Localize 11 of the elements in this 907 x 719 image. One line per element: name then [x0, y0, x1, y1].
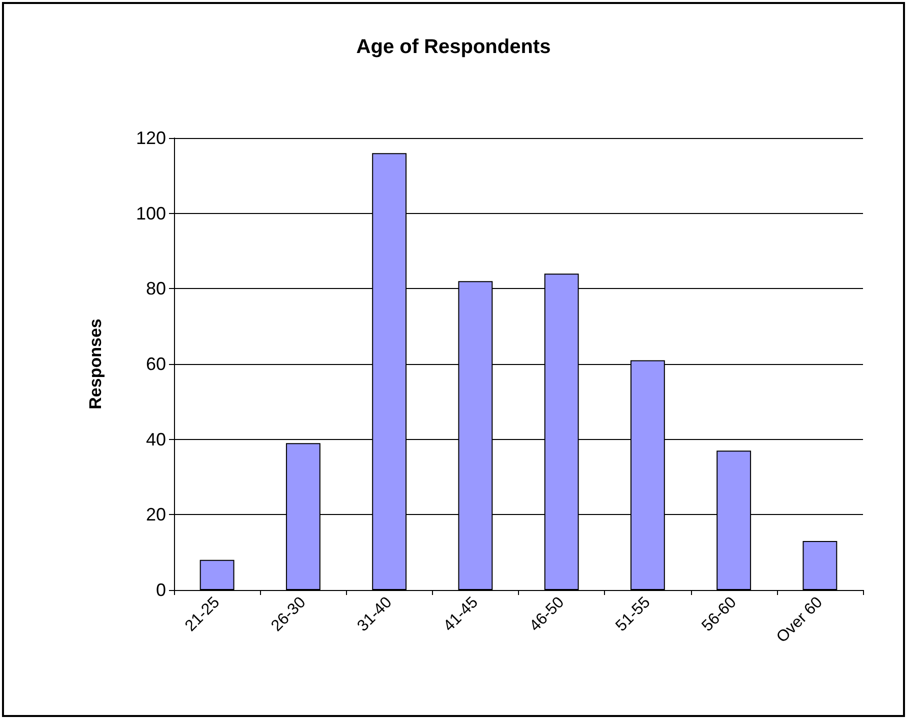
bar	[200, 560, 234, 590]
bar	[802, 541, 838, 590]
y-tick-label: 60	[146, 354, 166, 374]
y-tick-label: 80	[146, 278, 166, 299]
y-tick-label: 120	[136, 128, 166, 148]
y-axis-title: Responses	[86, 318, 105, 410]
y-tick-label: 40	[146, 429, 166, 450]
y-tick-label: 100	[136, 203, 166, 224]
chart-title: Age of Respondents	[356, 36, 551, 58]
y-tick-label: 0	[156, 580, 166, 600]
y-tick-label: 20	[146, 504, 166, 525]
